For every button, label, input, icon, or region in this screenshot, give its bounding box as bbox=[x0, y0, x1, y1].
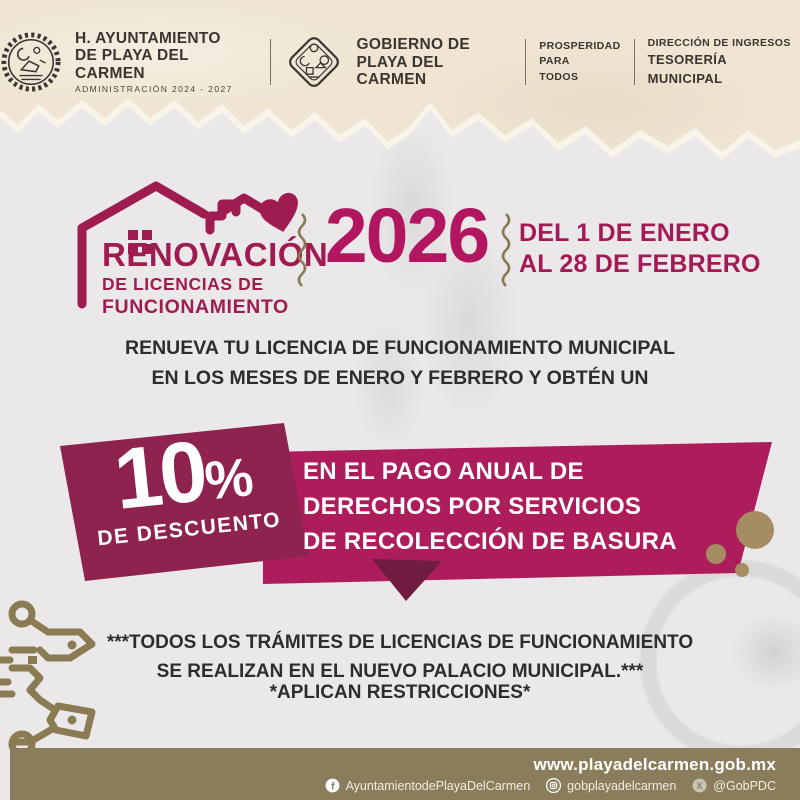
instagram-handle: gobplayadelcarmen bbox=[567, 778, 677, 793]
x-icon: X bbox=[692, 778, 707, 793]
slogan-line3: TODOS bbox=[539, 71, 579, 84]
squiggle-divider-icon bbox=[500, 212, 512, 288]
gobierno-name: GOBIERNO DE PLAYA DEL CARMEN bbox=[357, 36, 513, 88]
org2-line2: PLAYA DEL CARMEN bbox=[356, 53, 444, 88]
dept-line1: DIRECCIÓN DE INGRESOS bbox=[647, 36, 791, 49]
header-row: H. AYUNTAMIENTO DE PLAYA DEL CARMEN ADMI… bbox=[0, 30, 800, 95]
year-2026: 2026 bbox=[324, 193, 490, 279]
org1-line1: H. AYUNTAMIENTO bbox=[75, 30, 221, 47]
desc-line3: DE RECOLECCIÓN DE BASURA bbox=[303, 527, 677, 555]
gold-dot-small bbox=[735, 563, 749, 577]
percent-sign: % bbox=[202, 446, 257, 512]
website-url: www.playadelcarmen.gob.mx bbox=[533, 755, 776, 774]
facebook-handle: AyuntamientodePlayaDelCarmen bbox=[345, 778, 531, 793]
ayuntamiento-seal-icon bbox=[0, 31, 62, 93]
notes-line1: ***TODOS LOS TRÁMITES DE LICENCIAS DE FU… bbox=[106, 632, 694, 653]
program-line3: FUNCIONAMIENTO bbox=[102, 295, 289, 318]
svg-text:f: f bbox=[331, 781, 335, 792]
org1-line2: DE PLAYA DEL CARMEN bbox=[75, 47, 189, 82]
house-heart-logo-icon bbox=[72, 176, 304, 310]
program-line1: RENOVACIÓN bbox=[102, 236, 329, 273]
org1-administration: ADMINISTRACIÓN 2024 - 2027 bbox=[75, 84, 233, 95]
torn-paper-header: H. AYUNTAMIENTO DE PLAYA DEL CARMEN ADMI… bbox=[0, 0, 800, 175]
facebook-icon: f bbox=[325, 778, 340, 793]
ayuntamiento-name: H. AYUNTAMIENTO DE PLAYA DEL CARMEN ADMI… bbox=[75, 30, 257, 95]
restrictions-note: *APLICAN RESTRICCIONES* bbox=[269, 682, 531, 703]
program-title-text: RENOVACIÓN DE LICENCIAS DE FUNCIONAMIENT… bbox=[102, 238, 328, 317]
percent-number: 10 bbox=[109, 423, 210, 529]
desc-line1: EN EL PAGO ANUAL DE bbox=[303, 458, 584, 485]
gold-dot-medium bbox=[706, 544, 726, 564]
dept-line2: TESORERÍA MUNICIPAL bbox=[647, 52, 727, 86]
instagram-icon bbox=[546, 778, 562, 793]
notes-line2: SE REALIZAN EN EL NUEVO PALACIO MUNICIPA… bbox=[156, 661, 644, 683]
header-divider bbox=[525, 39, 527, 86]
discount-ribbon bbox=[60, 423, 774, 601]
header-divider bbox=[269, 39, 271, 86]
notes-block: ***TODOS LOS TRÁMITES DE LICENCIAS DE FU… bbox=[0, 628, 800, 687]
gold-dot-large bbox=[736, 511, 774, 549]
slogan-line2: PARA bbox=[539, 55, 570, 68]
program-line2: DE LICENCIAS DE bbox=[102, 274, 264, 294]
slogan-line1: PROSPERIDAD bbox=[539, 39, 621, 52]
social-row: f AyuntamientodePlayaDelCarmen gobplayad… bbox=[10, 775, 800, 793]
dates-line2: AL 28 DE FEBRERO bbox=[519, 249, 761, 278]
header-divider bbox=[633, 39, 635, 86]
slogan-block: PROSPERIDAD PARA TODOS bbox=[539, 39, 620, 86]
svg-text:X: X bbox=[697, 781, 703, 791]
org2-line1: GOBIERNO DE bbox=[356, 36, 471, 54]
statue-watermark bbox=[320, 130, 550, 450]
intro-line1: RENUEVA TU LICENCIA DE FUNCIONAMIENTO MU… bbox=[0, 333, 800, 363]
dates-line1: DEL 1 DE ENERO bbox=[519, 219, 730, 247]
desc-line2: DERECHOS POR SERVICIOS bbox=[303, 492, 642, 520]
x-handle: @GobPDC bbox=[713, 778, 776, 793]
mayan-circuit-decoration-icon bbox=[0, 598, 96, 760]
intro-line1-normal: RENUEVA TU bbox=[125, 337, 256, 359]
intro-line1-bold: LICENCIA DE FUNCIONAMIENTO MUNICIPAL bbox=[255, 337, 675, 359]
footer-bar: www.playadelcarmen.gob.mx f Ayuntamiento… bbox=[10, 748, 800, 800]
intro-paragraph: RENUEVA TU LICENCIA DE FUNCIONAMIENTO MU… bbox=[0, 333, 800, 393]
squiggle-divider-icon bbox=[296, 212, 308, 288]
discount-description: EN EL PAGO ANUAL DE DERECHOS POR SERVICI… bbox=[303, 455, 677, 559]
gobierno-seal-icon bbox=[284, 32, 344, 92]
campaign-dates: DEL 1 DE ENERO AL 28 DE FEBRERO bbox=[519, 218, 761, 279]
department-block: DIRECCIÓN DE INGRESOS TESORERÍA MUNICIPA… bbox=[648, 36, 800, 89]
intro-line2: EN LOS MESES DE ENERO Y FEBRERO Y OBTÉN … bbox=[151, 367, 649, 390]
